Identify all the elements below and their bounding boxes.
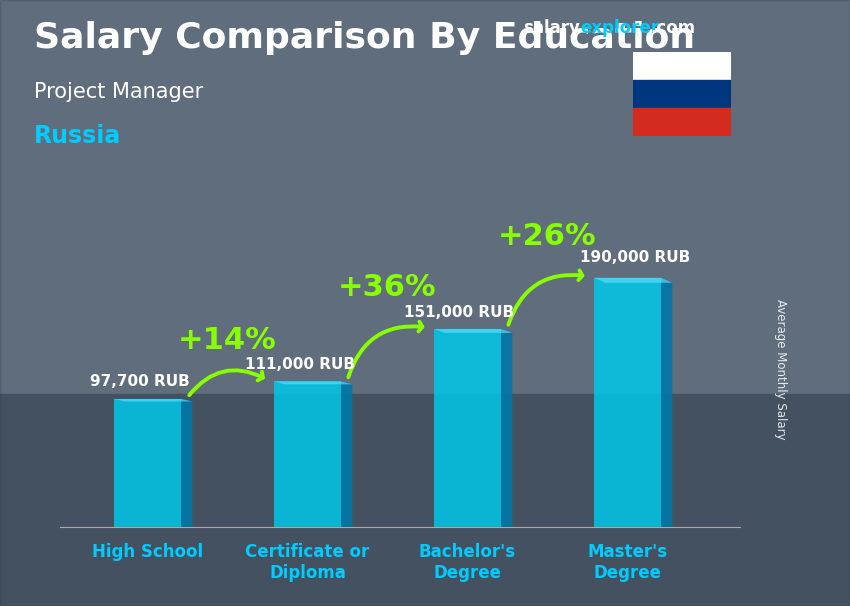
Bar	[633, 108, 731, 136]
Bar	[274, 382, 341, 527]
Polygon shape	[594, 278, 672, 283]
Text: Project Manager: Project Manager	[34, 82, 203, 102]
Text: Average Monthly Salary: Average Monthly Salary	[774, 299, 787, 440]
Bar	[0, 394, 850, 606]
Text: 190,000 RUB: 190,000 RUB	[581, 250, 691, 265]
Text: +26%: +26%	[498, 222, 597, 251]
Text: .com: .com	[650, 19, 695, 38]
Text: 111,000 RUB: 111,000 RUB	[245, 357, 354, 372]
Bar	[434, 329, 502, 527]
Polygon shape	[502, 329, 513, 527]
Text: 97,700 RUB: 97,700 RUB	[89, 375, 190, 390]
Bar	[594, 278, 661, 527]
Bar	[114, 399, 181, 527]
Text: explorer: explorer	[581, 19, 660, 38]
Text: Salary Comparison By Education: Salary Comparison By Education	[34, 21, 695, 55]
Bar	[0, 0, 850, 394]
Text: salary: salary	[523, 19, 580, 38]
Polygon shape	[274, 382, 352, 384]
Text: +14%: +14%	[178, 326, 277, 355]
Text: +36%: +36%	[338, 273, 437, 302]
Polygon shape	[341, 382, 352, 527]
Polygon shape	[181, 399, 192, 527]
Polygon shape	[434, 329, 513, 333]
Bar	[633, 80, 731, 108]
Bar	[633, 52, 731, 80]
Polygon shape	[661, 278, 672, 527]
Polygon shape	[114, 399, 192, 402]
Text: 151,000 RUB: 151,000 RUB	[405, 304, 514, 319]
Text: Russia: Russia	[34, 124, 122, 148]
